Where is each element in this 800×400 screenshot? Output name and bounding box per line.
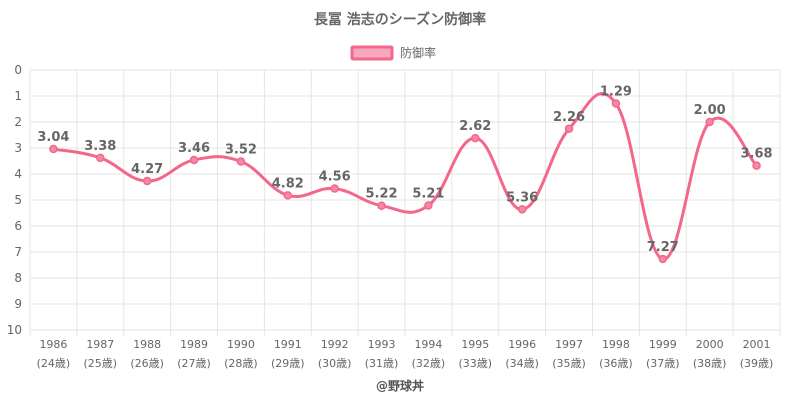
x-tick-age-label: (38歳): [693, 357, 727, 370]
x-tick-age-label: (32歳): [412, 357, 446, 370]
data-point: [377, 201, 386, 210]
x-tick-label: 1995: [461, 338, 489, 351]
x-tick-age-label: (36歳): [599, 357, 633, 370]
data-label: 3.38: [84, 139, 116, 154]
data-point: [658, 254, 668, 264]
chart-title: 長冨 浩志のシーズン防御率: [314, 11, 486, 28]
data-point: [236, 157, 246, 166]
data-point: [517, 205, 527, 214]
data-point: [189, 155, 199, 165]
x-tick-label: 2000: [696, 338, 724, 351]
data-point: [705, 117, 714, 127]
data-point: [752, 161, 761, 170]
data-point: [424, 201, 433, 210]
x-tick-age-label: (28歳): [224, 357, 258, 370]
x-tick-age-label: (33歳): [459, 357, 493, 370]
data-label: 4.82: [272, 176, 304, 191]
x-tick-age-label: (31歳): [365, 357, 399, 370]
legend-swatch: [350, 45, 394, 61]
y-tick-label: 7: [14, 245, 22, 259]
data-label: 4.56: [319, 170, 351, 185]
data-label: 3.52: [225, 143, 257, 158]
data-point: [611, 99, 621, 108]
data-point: [283, 191, 293, 200]
credit-text: @野球丼: [376, 378, 424, 393]
data-point: [330, 184, 339, 193]
data-label: 5.22: [366, 187, 398, 202]
data-point: [471, 133, 480, 143]
data-point: [96, 153, 105, 163]
x-tick-age-label: (39歳): [740, 357, 774, 370]
data-label: 3.68: [741, 147, 773, 162]
y-tick-label: 9: [14, 297, 22, 311]
x-tick-label: 1996: [508, 338, 536, 351]
x-tick-label: 1997: [555, 338, 583, 351]
y-tick-label: 10: [7, 323, 22, 337]
x-axis: 1986 (24歳) 1987 (25歳) 1988 (26歳) 1989 (27歳) 1990…: [37, 338, 774, 370]
x-tick-age-label: (29歳): [271, 357, 305, 370]
data-point: [142, 176, 152, 186]
y-tick-label: 4: [14, 167, 22, 181]
legend[interactable]: 防御率: [350, 45, 436, 61]
x-tick-label: 1999: [649, 338, 677, 351]
y-tick-label: 1: [14, 89, 22, 103]
data-label: 2.00: [694, 103, 726, 118]
x-tick-age-label: (26歳): [130, 357, 164, 370]
x-tick-age-label: (30歳): [318, 357, 352, 370]
x-tick-label: 1998: [602, 338, 630, 351]
x-tick-age-label: (35歳): [552, 357, 586, 370]
x-tick-age-label: (37歳): [646, 357, 680, 370]
y-tick-label: 3: [14, 141, 22, 155]
data-label: 1.29: [600, 85, 632, 100]
x-tick-label: 1994: [414, 338, 442, 351]
y-tick-label: 2: [14, 115, 22, 129]
legend-label: 防御率: [400, 45, 436, 60]
x-tick-label: 1990: [227, 338, 255, 351]
x-tick-label: 1991: [274, 338, 302, 351]
x-tick-age-label: (34歳): [505, 357, 539, 370]
data-label: 4.27: [131, 162, 163, 177]
data-label: 5.36: [506, 190, 538, 205]
grid: [29, 69, 781, 336]
data-label: 5.21: [412, 186, 444, 201]
x-tick-label: 1989: [180, 338, 208, 351]
data-label: 3.46: [178, 141, 210, 156]
series-era: [49, 92, 761, 264]
data-label: 2.26: [553, 110, 585, 125]
y-tick-label: 8: [14, 271, 22, 285]
y-tick-label: 5: [14, 193, 22, 207]
data-labels: 3.04 3.38 4.27 3.46 3.52 4.82 4.56 5.22 5.21 2.62…: [37, 85, 772, 255]
x-tick-label: 1988: [133, 338, 161, 351]
data-label: 3.04: [37, 130, 69, 145]
data-label: 2.62: [459, 119, 491, 134]
x-tick-label: 1993: [368, 338, 396, 351]
data-label: 7.27: [647, 240, 679, 255]
y-axis: 0 1 2 3 4 5 6 7 8 9 10: [7, 63, 22, 337]
x-tick-age-label: (24歳): [37, 357, 71, 370]
data-point: [49, 144, 58, 154]
x-tick-label: 2001: [743, 338, 771, 351]
x-tick-age-label: (27歳): [177, 357, 211, 370]
y-tick-label: 0: [14, 63, 22, 77]
data-point: [564, 124, 574, 134]
x-tick-label: 1992: [321, 338, 349, 351]
x-tick-label: 1987: [86, 338, 114, 351]
x-tick-age-label: (25歳): [84, 357, 118, 370]
y-tick-label: 6: [14, 219, 22, 233]
x-tick-label: 1986: [39, 338, 67, 351]
